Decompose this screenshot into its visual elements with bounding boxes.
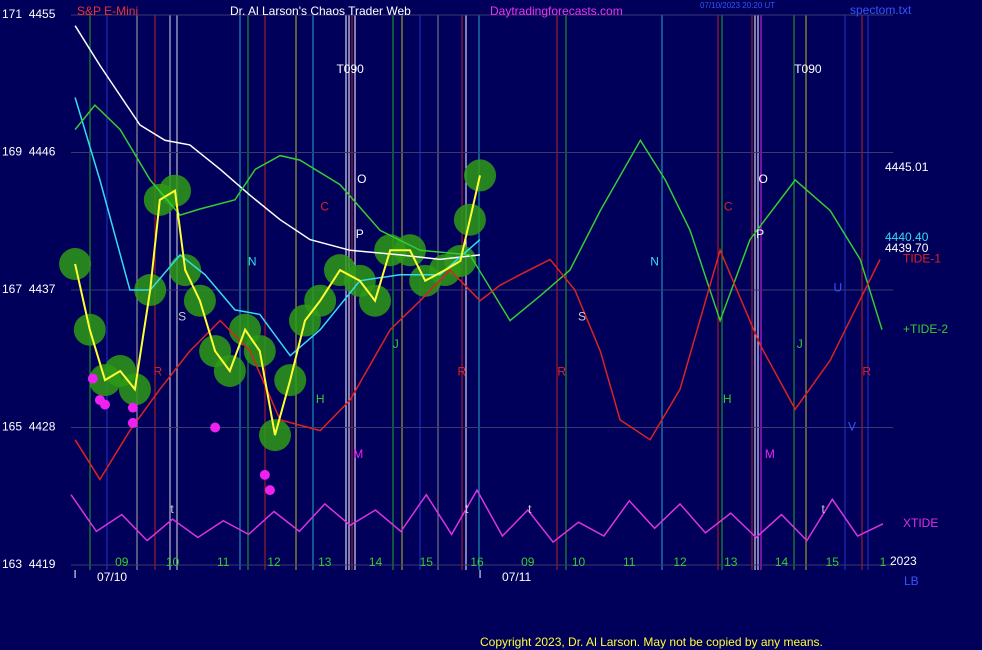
series-line: [74, 103, 883, 330]
y-tick-label: 167 4437: [2, 282, 56, 296]
y-tick-label: 165 4428: [2, 420, 56, 434]
point: [259, 469, 270, 480]
corner-label: LB: [904, 574, 919, 588]
x-tick-label: 10: [166, 555, 180, 569]
series-line: [70, 488, 884, 544]
x-tick-label: 11: [623, 555, 636, 569]
annotation: T090: [336, 62, 364, 76]
file-name: spectom.txt: [850, 3, 912, 17]
series-line: [74, 25, 481, 261]
point: [210, 422, 221, 433]
date-label: 07/10: [97, 570, 127, 584]
annotation: U: [833, 281, 842, 295]
series-line: [74, 97, 481, 357]
x-tick-label: 13: [724, 555, 738, 569]
annotation: R: [153, 365, 162, 379]
annotation: C: [320, 200, 329, 214]
annotation: S: [178, 310, 186, 324]
end-value-label: 4440.40: [885, 230, 929, 244]
x-tick-label: 10: [572, 555, 586, 569]
annotation: t: [821, 502, 825, 516]
series-label: TIDE-1: [903, 252, 941, 266]
annotation: R: [557, 365, 566, 379]
annotation: T090: [794, 62, 822, 76]
point: [127, 417, 138, 428]
annotation: M: [353, 447, 363, 461]
point: [100, 399, 111, 410]
x-tick-label: 12: [673, 555, 687, 569]
x-tick-label: 09: [115, 555, 129, 569]
timestamp: 07/10/2023 20:20 UT: [700, 1, 775, 10]
x-tick-label: 14: [775, 555, 789, 569]
y-tick-label: 169 4446: [2, 145, 56, 159]
x-tick-label: 15: [420, 555, 434, 569]
end-value-label: 4439.70: [885, 241, 929, 255]
year: 2023: [890, 554, 917, 568]
series-label: +TIDE-2: [903, 322, 948, 336]
x-tick-label: 14: [369, 555, 383, 569]
annotation: P: [756, 227, 764, 241]
x-tick-label: 09: [521, 555, 535, 569]
x-tick-label: 1: [880, 555, 887, 569]
annotation: H: [316, 392, 325, 406]
series-line: [74, 248, 881, 481]
x-tick-label: 12: [267, 555, 281, 569]
end-value-label: 4445.01: [885, 160, 929, 174]
x-tick-label: 11: [217, 555, 230, 569]
chart-title: Dr. Al Larson's Chaos Trader Web: [230, 4, 411, 18]
annotation: C: [724, 200, 733, 214]
annotation: N: [650, 255, 659, 269]
annotation: M: [765, 447, 775, 461]
annotation: N: [248, 255, 257, 269]
x-tick-label: 13: [318, 555, 332, 569]
x-tick-label: 16: [470, 555, 484, 569]
annotation: t: [465, 502, 469, 516]
symbol: S&P E-Mini: [77, 4, 138, 18]
annotation: t: [528, 502, 532, 516]
plot: [59, 14, 894, 578]
annotation: O: [759, 172, 768, 186]
annotation: R: [457, 365, 466, 379]
site: Daytradingforecasts.com: [490, 4, 623, 18]
point: [264, 485, 275, 496]
series-line: [74, 175, 481, 436]
annotation: t: [170, 502, 174, 516]
copyright: Copyright 2023, Dr. Al Larson. May not b…: [480, 635, 823, 649]
date-label: 07/11: [502, 570, 531, 584]
series-label: XTIDE: [903, 516, 938, 530]
annotation: P: [356, 227, 364, 241]
point: [87, 373, 98, 384]
point: [127, 402, 138, 413]
annotation: J: [393, 337, 399, 351]
annotation: S: [578, 310, 586, 324]
annotation: J: [797, 337, 803, 351]
annotation: H: [723, 392, 732, 406]
annotation: O: [357, 172, 366, 186]
annotation: R: [862, 365, 871, 379]
y-tick-label: 171 4455: [2, 7, 56, 21]
x-tick-label: 15: [826, 555, 840, 569]
annotation: V: [848, 420, 856, 434]
y-tick-label: 163 4419: [2, 557, 56, 571]
